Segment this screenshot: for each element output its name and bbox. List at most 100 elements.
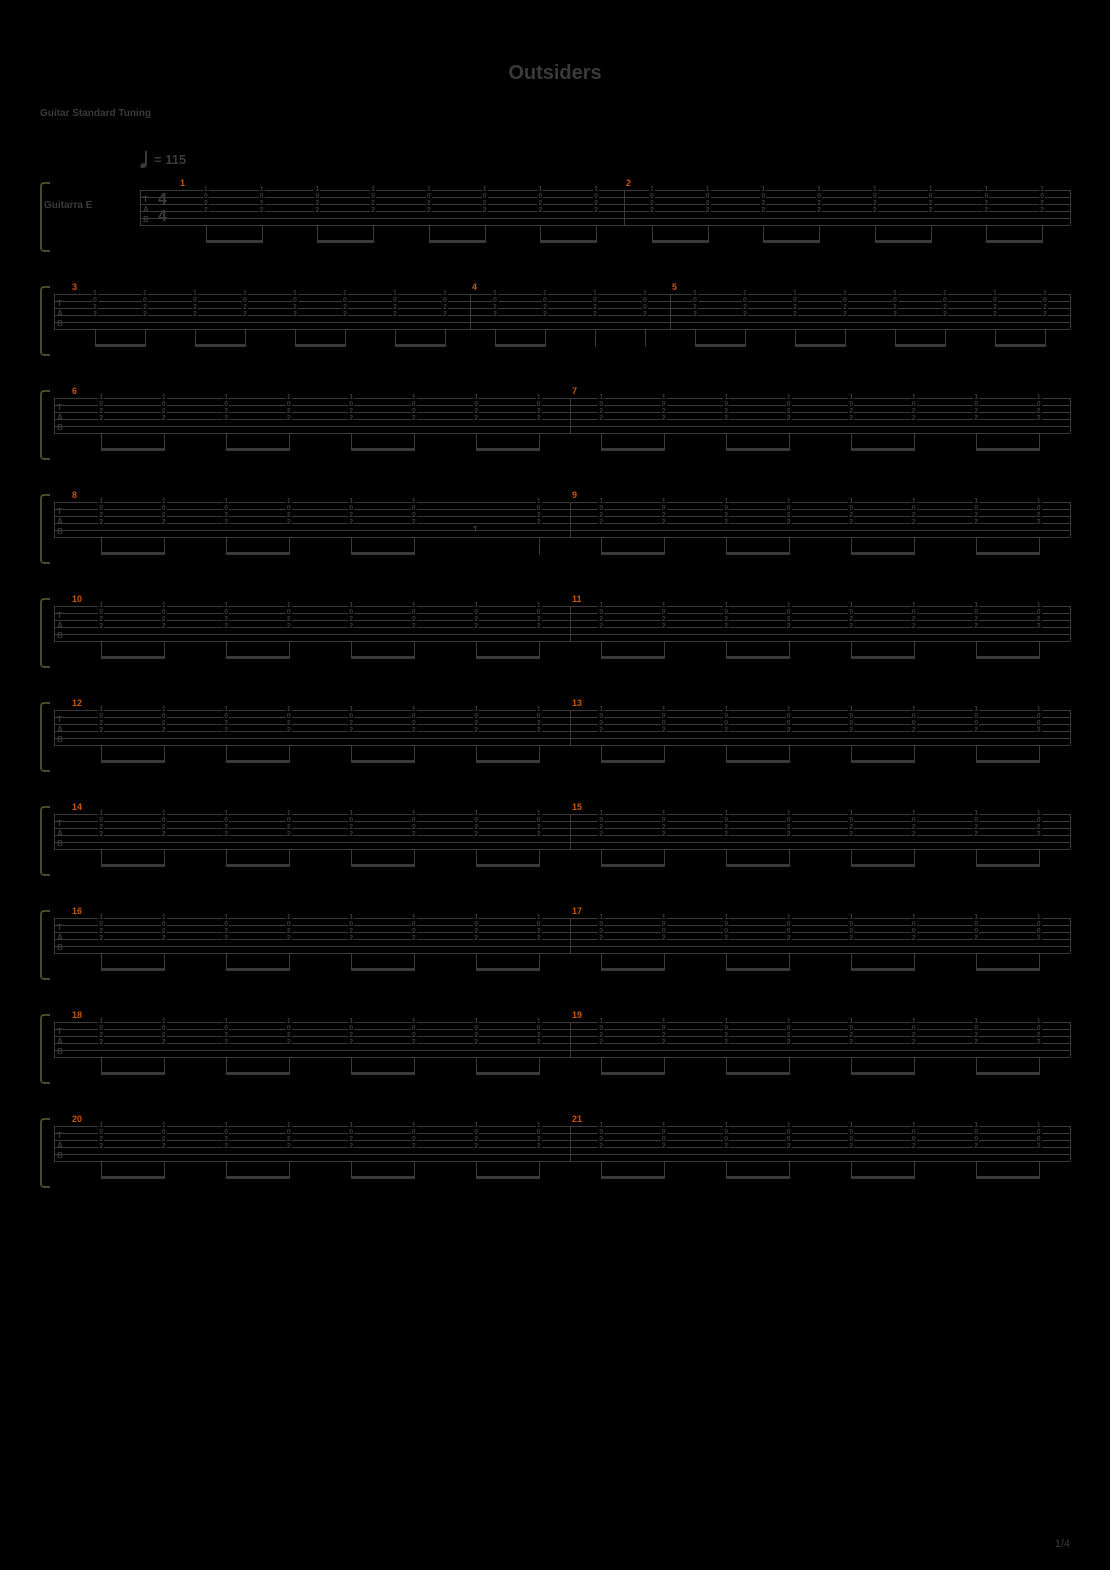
- note-stem: [539, 537, 540, 555]
- beam: [101, 1072, 165, 1075]
- fret-number: 2: [911, 1040, 917, 1046]
- fret-number: 2: [1039, 208, 1045, 214]
- beam: [476, 968, 540, 971]
- beam: [601, 448, 665, 451]
- beam: [101, 1176, 165, 1179]
- fret-number: 2: [473, 416, 479, 422]
- staff-line: [54, 925, 1070, 926]
- fret-number: 2: [973, 832, 979, 838]
- beam: [476, 1072, 540, 1075]
- fret-number: 2: [786, 624, 792, 630]
- staff-line: [54, 1050, 1070, 1051]
- fret-number: 2: [1036, 936, 1042, 942]
- barline: [1070, 502, 1071, 537]
- fret-number: 2: [598, 416, 604, 422]
- fret-number: 2: [911, 936, 917, 942]
- beam: [351, 968, 415, 971]
- measure-number: 5: [672, 282, 677, 292]
- measure-number: 11: [572, 594, 582, 604]
- fret-number: 2: [661, 416, 667, 422]
- fret-number: 2: [661, 936, 667, 942]
- beam: [976, 864, 1040, 867]
- fret-number: 2: [473, 624, 479, 630]
- staff-line: [54, 842, 1070, 843]
- tab-clef-letter: T: [57, 508, 62, 515]
- fret-number: 2: [411, 624, 417, 630]
- fret-number: 2: [537, 208, 543, 214]
- fret-number: 2: [223, 520, 229, 526]
- staff-line: [54, 1029, 1070, 1030]
- fret-number: 2: [161, 416, 167, 422]
- barline: [54, 1126, 55, 1161]
- fret-number: 2: [911, 1144, 917, 1150]
- beam: [351, 1176, 415, 1179]
- fret-number: 2: [723, 416, 729, 422]
- staff-line: [54, 634, 1070, 635]
- fret-number: 2: [161, 520, 167, 526]
- staff-line: [54, 821, 1070, 822]
- beam: [726, 968, 790, 971]
- barline: [1070, 294, 1071, 329]
- tab-clef-letter: A: [57, 622, 63, 629]
- fret-number: 2: [848, 520, 854, 526]
- beam: [695, 344, 746, 347]
- fret-number: 2: [723, 520, 729, 526]
- tab-clef-letter: T: [57, 820, 62, 827]
- fret-number: 2: [98, 728, 104, 734]
- beam: [763, 240, 820, 243]
- fret-number: 2: [536, 624, 542, 630]
- fret-number: 2: [411, 832, 417, 838]
- tab-clef-letter: T: [57, 612, 62, 619]
- fret-number: 2: [482, 208, 488, 214]
- barline: [1070, 398, 1071, 433]
- beam: [601, 968, 665, 971]
- beam: [851, 1072, 915, 1075]
- tab-clef-letter: B: [143, 216, 149, 223]
- tab-clef-letter: B: [57, 840, 63, 847]
- fret-number: 2: [1036, 416, 1042, 422]
- beam: [351, 1072, 415, 1075]
- fret-number: 2: [842, 312, 848, 318]
- beam: [795, 344, 846, 347]
- beam: [601, 656, 665, 659]
- fret-number: 2: [392, 312, 398, 318]
- fret-number: 2: [973, 1040, 979, 1046]
- beam: [395, 344, 446, 347]
- staff-line: [54, 294, 1070, 295]
- fret-number: 2: [848, 1040, 854, 1046]
- fret-number: 2: [161, 936, 167, 942]
- measure-number: 9: [572, 490, 577, 500]
- fret-number: 2: [473, 1144, 479, 1150]
- fret-number: 2: [792, 312, 798, 318]
- fret-number: 2: [911, 728, 917, 734]
- fret-number: 2: [911, 832, 917, 838]
- barline: [570, 710, 571, 745]
- fret-number: 2: [259, 208, 265, 214]
- staff-line: [54, 1140, 1070, 1141]
- beam: [295, 344, 346, 347]
- beam: [726, 1176, 790, 1179]
- fret-number: 2: [536, 936, 542, 942]
- song-title: Outsiders: [0, 62, 1110, 85]
- fret-number: 2: [370, 208, 376, 214]
- fret-number: 2: [98, 520, 104, 526]
- beam: [851, 1176, 915, 1179]
- tab-clef-letter: B: [57, 1048, 63, 1055]
- fret-number: 2: [536, 416, 542, 422]
- fret-number: 2: [973, 520, 979, 526]
- fret-number: 2: [992, 312, 998, 318]
- barline: [54, 398, 55, 433]
- staff-line: [54, 620, 1070, 621]
- beam: [851, 448, 915, 451]
- beam: [726, 760, 790, 763]
- staff-line: [54, 1154, 1070, 1155]
- beam: [429, 240, 486, 243]
- beam: [726, 552, 790, 555]
- beam: [976, 1176, 1040, 1179]
- page-indicator: 1/4: [1055, 1538, 1070, 1550]
- staff-line: [54, 946, 1070, 947]
- staff-line: [54, 523, 1070, 524]
- fret-number: 2: [348, 416, 354, 422]
- fret-number: 2: [473, 832, 479, 838]
- measure-number: 20: [72, 1114, 82, 1124]
